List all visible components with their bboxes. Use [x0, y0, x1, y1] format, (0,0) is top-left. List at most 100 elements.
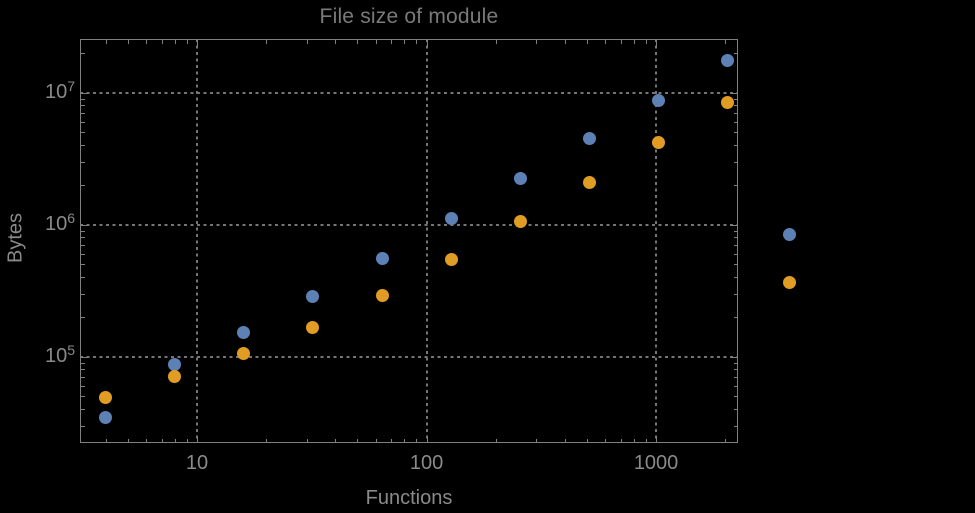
y-axis-tick	[734, 385, 738, 387]
x-axis-tick	[416, 40, 418, 44]
x-axis-tick	[174, 40, 176, 44]
data-point-series-blue	[168, 358, 182, 372]
x-axis-tick	[586, 439, 588, 443]
x-axis-tick	[357, 439, 359, 443]
y-axis-tick	[81, 425, 85, 427]
x-axis-tick	[161, 40, 163, 44]
y-axis-tick	[734, 237, 738, 239]
x-axis-tick	[725, 439, 727, 443]
x-axis-tick	[620, 40, 622, 44]
x-axis-tick	[335, 439, 337, 443]
data-point-series-blue	[375, 252, 389, 266]
y-tick-label: 107	[44, 77, 75, 103]
gridline-vertical	[655, 39, 658, 443]
x-axis-tick	[127, 439, 129, 443]
x-axis-tick	[605, 40, 607, 44]
gridline-horizontal	[80, 355, 738, 358]
plot-frame	[80, 39, 738, 443]
x-axis-tick	[495, 439, 497, 443]
x-axis-tick	[656, 40, 658, 47]
y-axis-tick	[734, 253, 738, 255]
x-axis-tick	[266, 40, 268, 44]
data-point-series-orange	[721, 96, 735, 110]
y-axis-tick	[81, 369, 85, 371]
x-axis-tick	[335, 40, 337, 44]
x-axis-tick	[426, 40, 428, 47]
y-axis-tick	[81, 105, 85, 107]
y-axis-tick	[734, 230, 738, 232]
y-axis-tick	[731, 356, 738, 358]
data-point-series-blue	[513, 172, 527, 186]
x-axis-tick	[105, 40, 107, 44]
y-axis-tick	[734, 396, 738, 398]
x-axis-tick	[586, 40, 588, 44]
data-point-series-orange	[582, 176, 596, 190]
data-point-series-blue	[99, 411, 113, 425]
x-axis-tick	[564, 439, 566, 443]
data-point-series-orange	[513, 215, 527, 229]
y-axis-tick	[734, 121, 738, 123]
x-axis-tick	[620, 439, 622, 443]
y-axis-tick	[81, 385, 85, 387]
x-axis-tick	[266, 439, 268, 443]
x-axis-tick	[426, 436, 428, 443]
x-axis-tick	[633, 439, 635, 443]
y-axis-tick	[81, 253, 85, 255]
y-axis-tick	[81, 376, 85, 378]
x-axis-tick	[146, 439, 148, 443]
data-point-series-blue	[306, 290, 320, 303]
data-point-series-blue	[444, 212, 458, 226]
data-point-series-orange	[782, 275, 796, 289]
x-tick-label: 1000	[633, 452, 679, 474]
y-axis-tick	[81, 92, 88, 94]
y-axis-tick	[734, 369, 738, 371]
y-axis-tick	[81, 277, 85, 279]
data-point-series-blue	[782, 228, 796, 242]
x-axis-tick	[391, 40, 392, 44]
y-axis-tick	[81, 112, 85, 114]
y-axis-tick	[734, 98, 738, 100]
x-axis-tick	[495, 40, 497, 44]
y-axis-tick	[734, 362, 738, 364]
y-axis-tick	[734, 145, 738, 147]
y-axis-tick	[734, 316, 738, 318]
x-axis-tick	[306, 40, 308, 44]
x-axis-tick	[197, 40, 199, 47]
y-axis-tick	[81, 98, 85, 100]
x-tick-label: 10	[185, 452, 209, 474]
y-axis-tick	[81, 121, 85, 123]
data-point-series-orange	[444, 253, 458, 267]
x-axis-tick	[357, 40, 359, 44]
y-axis-tick	[734, 112, 738, 114]
y-axis-tick	[734, 184, 738, 186]
x-axis-tick	[645, 439, 647, 443]
x-axis-tick	[375, 439, 377, 443]
x-axis-tick	[404, 439, 406, 443]
y-axis-tick	[81, 293, 85, 295]
x-axis-tick	[725, 40, 727, 44]
y-axis-tick	[81, 396, 85, 398]
x-axis-tick	[146, 40, 148, 44]
x-axis-tick	[186, 40, 188, 44]
y-axis-tick	[81, 52, 85, 54]
y-axis-tick	[81, 230, 85, 232]
data-point-series-orange	[306, 320, 320, 334]
y-axis-tick	[734, 52, 738, 54]
x-axis-tick	[306, 439, 308, 443]
y-axis-tick	[731, 224, 738, 226]
x-axis-tick	[536, 40, 538, 44]
x-axis-tick	[186, 439, 188, 443]
gridline-vertical	[196, 39, 199, 443]
data-point-series-orange	[99, 391, 113, 405]
x-axis-tick	[127, 40, 129, 44]
y-axis-tick	[81, 409, 85, 411]
y-axis-tick	[734, 105, 738, 107]
gridline-horizontal	[80, 91, 738, 94]
y-axis-tick	[81, 237, 85, 239]
x-axis-tick	[633, 40, 635, 44]
x-axis-tick	[161, 439, 163, 443]
x-axis-tick	[404, 40, 406, 44]
x-axis-tick	[197, 436, 199, 443]
y-axis-tick	[81, 264, 85, 266]
x-axis-tick	[174, 439, 176, 443]
